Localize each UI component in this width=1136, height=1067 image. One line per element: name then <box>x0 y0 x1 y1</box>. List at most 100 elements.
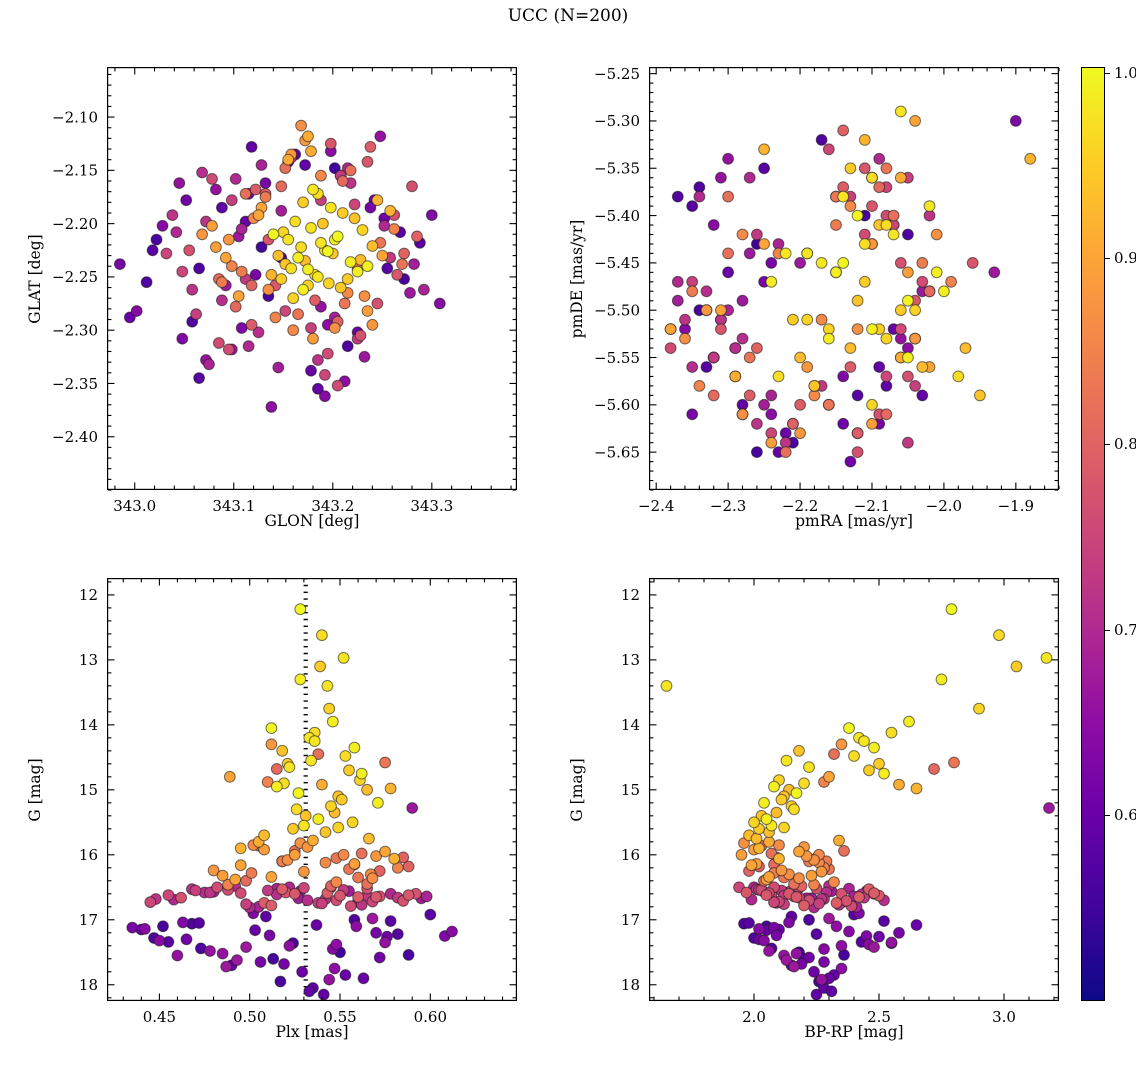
star-point <box>331 230 344 243</box>
star-point <box>758 796 770 809</box>
star-point <box>973 702 985 715</box>
star-point <box>753 923 765 935</box>
star-point <box>315 169 327 182</box>
star-point <box>671 294 684 307</box>
star-point <box>894 171 907 184</box>
star-point <box>336 207 349 219</box>
star-point <box>328 322 341 334</box>
star-point <box>344 256 357 268</box>
star-point <box>316 897 328 910</box>
star-point <box>180 194 193 207</box>
star-point <box>196 228 208 241</box>
star-point <box>743 171 756 184</box>
star-point <box>818 943 830 955</box>
colorbar: 1.0 0.9 0.8 0.7 0.6 <box>1081 64 1136 1001</box>
star-point <box>166 209 179 222</box>
star-point <box>1024 152 1037 165</box>
star-point <box>206 173 218 185</box>
star-point <box>851 427 864 440</box>
star-point <box>735 848 748 861</box>
star-point <box>844 455 857 468</box>
star-point <box>252 209 265 222</box>
star-point <box>150 233 163 246</box>
star-point <box>868 887 880 900</box>
star-point <box>770 806 783 819</box>
star-point <box>354 329 367 342</box>
star-point <box>259 191 272 203</box>
panel-cmd: 2.0 2.5 3.0 12 13 14 15 16 17 18 BP-RP [mag] G [m… <box>568 578 1059 1041</box>
star-point <box>843 925 855 938</box>
star-point <box>700 361 713 373</box>
star-point <box>790 891 803 903</box>
star-point <box>292 787 305 800</box>
star-point <box>722 247 734 260</box>
star-point <box>216 947 229 960</box>
star-point <box>837 370 850 383</box>
star-point <box>945 603 958 616</box>
star-point <box>267 952 280 965</box>
star-point <box>909 332 922 345</box>
star-point <box>332 821 345 834</box>
star-point <box>305 145 317 158</box>
bprp-g-scatter: 2.0 2.5 3.0 12 13 14 15 16 17 18 <box>621 578 1059 1026</box>
star-point <box>805 869 818 882</box>
star-point <box>815 865 828 878</box>
star-point <box>235 322 248 334</box>
y-tick-label: −5.30 <box>594 112 640 130</box>
star-point <box>768 896 780 909</box>
star-point <box>858 162 871 175</box>
y-tick-label: 13 <box>621 651 640 669</box>
star-point <box>298 865 310 878</box>
star-point <box>216 294 228 307</box>
star-point <box>822 332 835 345</box>
star-point <box>880 408 893 421</box>
star-point <box>229 300 242 313</box>
star-point <box>249 183 262 196</box>
star-point <box>793 872 805 885</box>
y-tick-label: −5.50 <box>594 301 640 319</box>
star-point <box>298 819 310 832</box>
star-point <box>715 171 727 184</box>
star-point <box>346 816 359 829</box>
star-point <box>818 956 830 968</box>
star-point <box>887 228 900 241</box>
star-point <box>348 741 361 754</box>
star-point <box>420 890 433 903</box>
star-point <box>765 389 778 402</box>
star-point <box>282 153 295 166</box>
star-point <box>743 389 756 402</box>
star-point <box>287 292 300 305</box>
x-tick-label: −2.3 <box>710 497 746 515</box>
star-point <box>234 859 247 872</box>
star-point <box>258 829 271 842</box>
axes-frame <box>107 67 517 490</box>
star-point <box>245 318 258 331</box>
star-point <box>835 962 848 975</box>
star-point <box>671 190 684 203</box>
star-point <box>787 313 799 326</box>
star-point <box>938 285 950 298</box>
p4-ylabel: G [mag] <box>568 757 586 822</box>
y-tick-label: −5.35 <box>594 160 640 178</box>
star-point <box>308 735 321 748</box>
star-point <box>391 928 404 941</box>
star-point <box>388 852 401 865</box>
star-point <box>880 219 893 231</box>
star-point <box>880 162 893 175</box>
star-point <box>302 263 314 276</box>
star-point <box>758 143 770 156</box>
star-point <box>323 702 336 715</box>
star-point <box>305 364 317 377</box>
star-point <box>265 871 278 883</box>
star-point <box>245 279 258 292</box>
star-point <box>348 212 361 225</box>
x-tick-label: 0.60 <box>414 1008 447 1026</box>
star-point <box>707 351 720 364</box>
star-point <box>287 324 300 337</box>
star-point <box>339 969 352 981</box>
star-point <box>356 224 369 236</box>
star-point <box>828 876 840 889</box>
y-tick-label: 16 <box>79 846 98 864</box>
star-point <box>297 283 310 296</box>
star-point <box>302 130 314 143</box>
